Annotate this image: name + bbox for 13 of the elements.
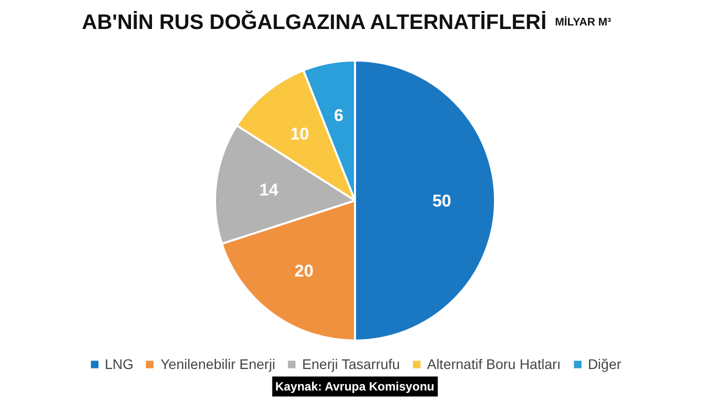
data-label: 20 (294, 262, 314, 281)
data-label: 14 (259, 180, 279, 200)
legend-label: Diğer (588, 356, 622, 372)
text: Kaynak: Avrupa Komisyonu (275, 380, 434, 394)
legend-label: Yenilenebilir Enerji (160, 356, 276, 372)
data-label: 50 (432, 192, 452, 210)
legend-label: Enerji Tasarrufu (302, 356, 400, 372)
chart-title: AB'NİN RUS DOĞALGAZINA ALTERNATİFLERİ (82, 10, 547, 34)
chart-subtitle: MİLYAR M³ (555, 16, 612, 28)
data-label: 6 (334, 106, 344, 126)
data-label: 10 (290, 124, 310, 144)
legend-label: Alternatif Boru Hatları (426, 356, 561, 372)
legend-label: LNG (104, 356, 134, 372)
